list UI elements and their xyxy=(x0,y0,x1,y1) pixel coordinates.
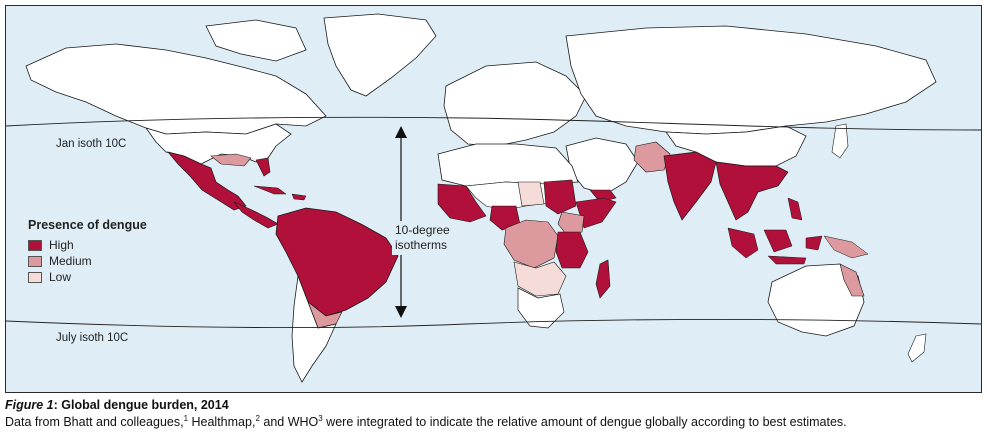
caption-ref-3[interactable]: 3 xyxy=(318,413,323,423)
region-southern-africa-low xyxy=(513,261,567,297)
legend-label-low: Low xyxy=(49,270,72,284)
land-japan xyxy=(831,123,849,159)
isotherm-band-label: 10-degree isotherms xyxy=(392,221,453,255)
region-chad xyxy=(517,181,545,207)
legend-swatch-low xyxy=(28,271,42,283)
region-caribbean xyxy=(253,185,307,201)
land-europe xyxy=(443,61,587,147)
land-new-zealand xyxy=(907,333,927,363)
region-southern-cone xyxy=(291,275,337,383)
july-isotherm-label: July isoth 10C xyxy=(56,332,129,344)
land-greenland xyxy=(323,13,437,97)
world-map xyxy=(6,6,981,392)
legend-item-low: Low xyxy=(28,269,147,285)
region-central-america xyxy=(233,201,279,229)
isotherm-band-label-line1: 10-degree xyxy=(395,223,450,237)
figure-label: Figure 1 xyxy=(5,398,54,412)
caption-text-3: and WHO xyxy=(259,415,319,429)
figure-heading: Figure 1: Global dengue burden, 2014 xyxy=(5,397,983,414)
region-madagascar xyxy=(595,259,611,299)
figure-description: Data from Bhatt and colleagues,1 Healthm… xyxy=(5,414,983,431)
region-india xyxy=(663,151,717,221)
jan-isotherm-label: Jan isoth 10C xyxy=(56,138,127,150)
isotherm-north-line xyxy=(6,116,981,131)
land-russia xyxy=(565,25,937,135)
figure-title: : Global dengue burden, 2014 xyxy=(53,398,229,412)
legend-item-medium: Medium xyxy=(28,253,147,269)
isotherm-arrow-head-top xyxy=(395,126,407,138)
land-north-africa xyxy=(437,143,579,187)
map-frame: Jan isoth 10C July isoth 10C 10-degree i… xyxy=(5,5,982,393)
caption-ref-2[interactable]: 2 xyxy=(255,413,260,423)
region-west-africa xyxy=(437,183,487,223)
land-australia xyxy=(767,263,865,337)
legend-title: Presence of dengue xyxy=(28,218,147,232)
region-south-america xyxy=(275,207,399,317)
legend-item-high: High xyxy=(28,237,147,253)
region-queensland xyxy=(839,263,865,297)
map-legend: Presence of dengue High Medium Low xyxy=(28,218,147,285)
isotherm-south-line xyxy=(6,319,981,329)
region-east-africa xyxy=(555,231,589,269)
region-new-guinea xyxy=(823,235,869,259)
region-yemen xyxy=(589,189,617,203)
legend-swatch-medium xyxy=(28,255,42,267)
region-philippines xyxy=(787,197,803,221)
caption-text-1: Data from Bhatt and colleagues, xyxy=(5,415,184,429)
region-central-africa xyxy=(503,219,559,269)
legend-swatch-high xyxy=(28,239,42,251)
land-china xyxy=(665,125,807,167)
land-canada xyxy=(25,43,327,135)
isotherm-arrow-head-bottom xyxy=(395,306,407,318)
figure-caption: Figure 1: Global dengue burden, 2014 Dat… xyxy=(5,397,983,431)
region-us-south xyxy=(210,153,252,167)
caption-text-4: were integrated to indicate the relative… xyxy=(322,415,847,429)
land-arctic-islands xyxy=(205,19,307,62)
region-southeast-asia xyxy=(715,161,789,221)
legend-label-high: High xyxy=(49,238,74,252)
region-sudan xyxy=(543,179,577,215)
region-mexico xyxy=(167,151,247,211)
land-south-africa xyxy=(517,287,565,329)
isotherm-band-label-line2: isotherms xyxy=(395,238,448,252)
caption-text-2: Healthmap, xyxy=(188,415,256,429)
caption-ref-1[interactable]: 1 xyxy=(183,413,189,423)
region-florida xyxy=(255,157,271,177)
region-indonesia xyxy=(727,227,823,265)
legend-label-medium: Medium xyxy=(49,254,92,268)
region-pakistan xyxy=(633,141,671,173)
